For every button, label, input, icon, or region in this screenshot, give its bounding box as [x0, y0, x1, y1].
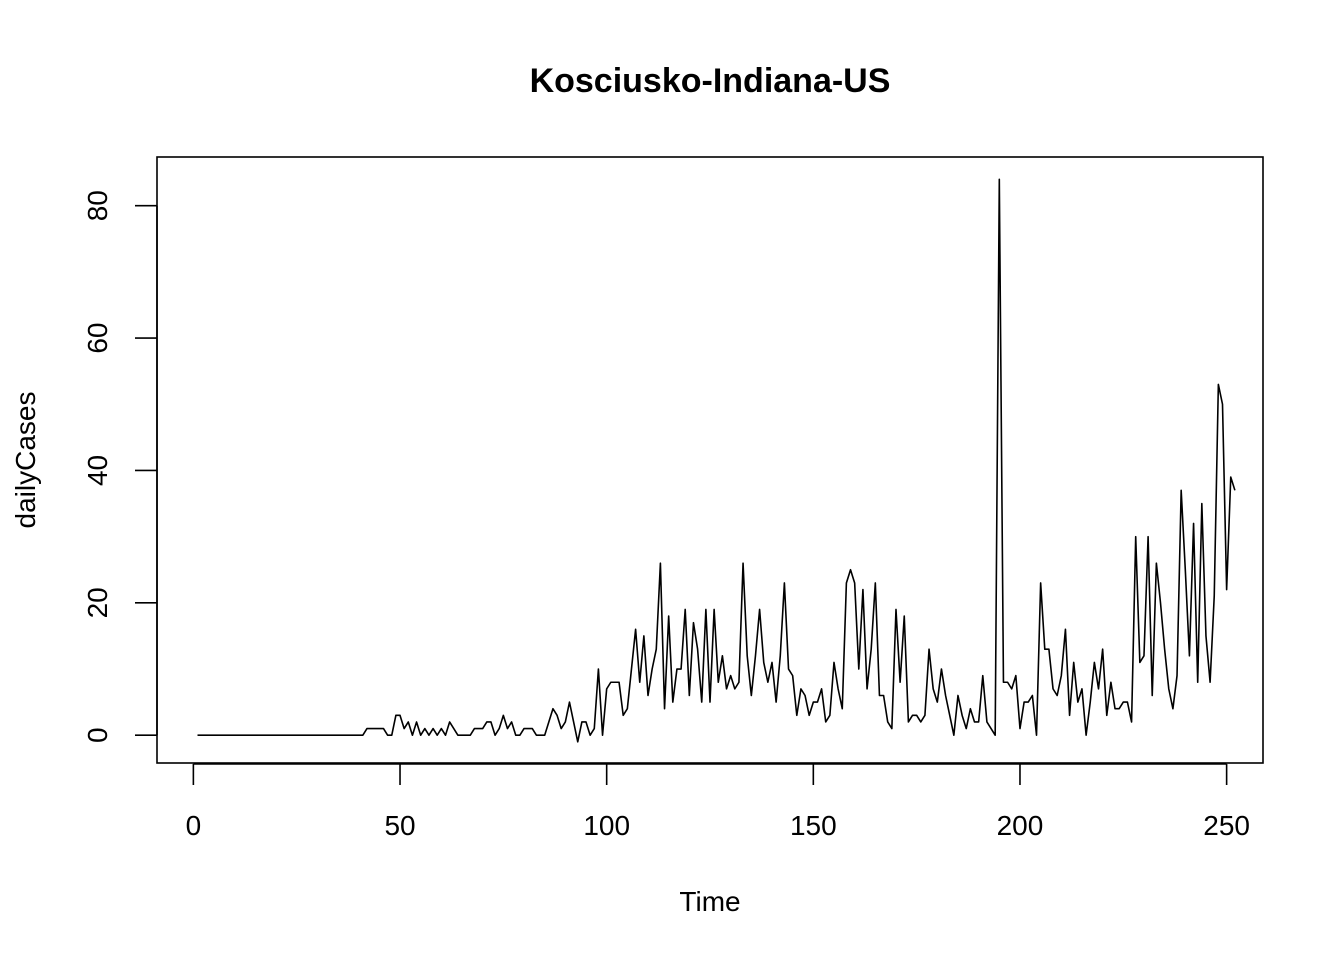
y-axis-label: dailyCases	[10, 392, 41, 529]
plot-frame	[156, 156, 1264, 764]
x-tick-label: 0	[186, 810, 202, 841]
x-tick-label: 50	[384, 810, 415, 841]
y-tick-label: 60	[82, 323, 113, 354]
x-axis: 0 50 100 150 200 250	[186, 763, 1250, 841]
y-tick-label: 40	[82, 455, 113, 486]
x-tick-label: 100	[583, 810, 630, 841]
y-axis: 0 20 40 60 80	[82, 190, 158, 743]
x-axis-label: Time	[679, 886, 740, 917]
x-tick-label: 150	[790, 810, 837, 841]
y-tick-label: 20	[82, 587, 113, 618]
y-tick-label: 0	[82, 727, 113, 743]
series-line-dailycases	[197, 178, 1236, 743]
y-tick-label: 80	[82, 190, 113, 221]
chart-title: Kosciusko-Indiana-US	[530, 62, 891, 100]
x-tick-label: 200	[997, 810, 1044, 841]
x-tick-label: 250	[1203, 810, 1250, 841]
